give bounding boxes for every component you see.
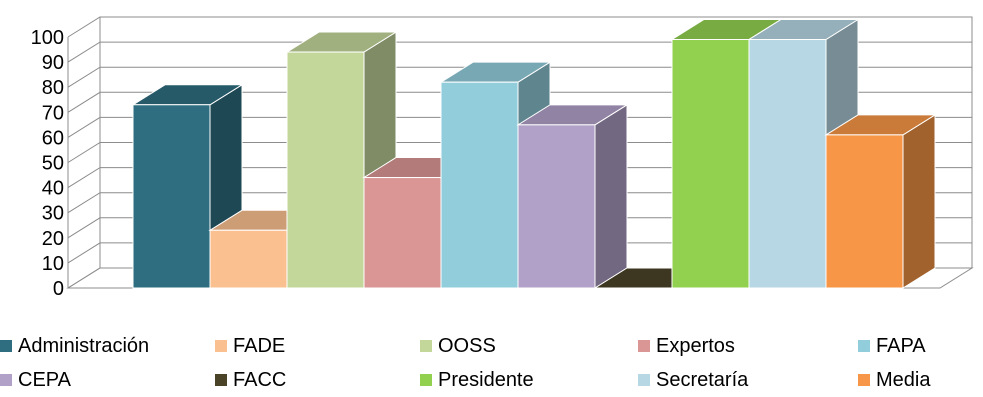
legend-swatch: [215, 340, 227, 352]
legend-label: FACC: [233, 369, 286, 391]
legend-swatch: [0, 340, 12, 352]
legend-label: Expertos: [656, 335, 735, 357]
bar-side: [594, 103, 628, 289]
legend-item: Administración: [0, 335, 149, 357]
legend-swatch: [0, 374, 12, 386]
legend-label: Presidente: [438, 369, 534, 391]
y-tick-label: 40: [42, 178, 64, 200]
legend-swatch: [638, 340, 650, 352]
bar-front: [748, 39, 827, 289]
legend-label: Administración: [18, 335, 149, 357]
legend-swatch: [638, 374, 650, 386]
y-tick-label: 70: [42, 102, 64, 124]
legend-item: CEPA: [0, 369, 72, 391]
y-tick-label: 20: [42, 228, 64, 250]
bar-side: [902, 113, 936, 289]
gridline: [67, 16, 972, 38]
bar-front: [209, 229, 288, 289]
bar-front: [132, 104, 211, 289]
bar-front: [363, 177, 442, 289]
bar-front: [517, 124, 596, 289]
bar: [824, 113, 937, 289]
legend-item: FAPA: [858, 335, 926, 357]
y-tick-label: 0: [53, 278, 64, 300]
y-tick-label: 100: [31, 27, 64, 49]
legend-label: FADE: [233, 335, 285, 357]
legend-label: FAPA: [876, 335, 926, 357]
legend-swatch: [215, 374, 227, 386]
legend-swatch: [420, 374, 432, 386]
legend: Administración FADE OOSS Expertos FAPA CEPA FA…: [0, 335, 931, 391]
legend-swatch: [858, 340, 870, 352]
bar-front: [671, 39, 750, 289]
y-axis-ticks: 0 10 20 30 40 50 60 70 80 90 100: [31, 27, 64, 300]
legend-label: Media: [876, 369, 931, 391]
legend-label: OOSS: [438, 335, 496, 357]
bar-front: [286, 51, 365, 289]
bars: [131, 18, 937, 289]
legend-item: Media: [858, 369, 931, 391]
bar-front: [440, 81, 519, 289]
legend-item: Secretaría: [638, 369, 749, 391]
y-tick-label: 60: [42, 127, 64, 149]
legend-item: OOSS: [420, 335, 496, 357]
y-tick-label: 30: [42, 203, 64, 225]
legend-item: Presidente: [420, 369, 534, 391]
bar: [516, 103, 629, 289]
y-tick-label: 80: [42, 77, 64, 99]
legend-label: CEPA: [18, 369, 72, 391]
legend-swatch: [858, 374, 870, 386]
legend-item: FADE: [215, 335, 285, 357]
bar-front: [825, 134, 904, 289]
y-tick-label: 10: [42, 253, 64, 275]
y-tick-label: 50: [42, 153, 64, 175]
legend-item: Expertos: [638, 335, 735, 357]
legend-label: Secretaría: [656, 369, 749, 391]
legend-item: FACC: [215, 369, 286, 391]
legend-swatch: [420, 340, 432, 352]
y-tick-label: 90: [42, 52, 64, 74]
